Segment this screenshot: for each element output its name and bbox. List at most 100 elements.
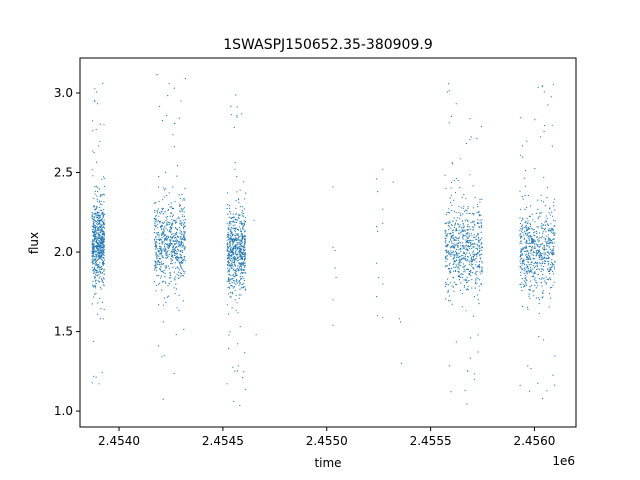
data-point xyxy=(474,236,476,239)
data-point xyxy=(158,247,160,249)
data-point xyxy=(530,234,532,236)
data-point xyxy=(162,304,165,306)
data-point xyxy=(549,238,551,240)
data-point xyxy=(546,251,548,253)
data-point xyxy=(95,231,97,233)
data-point xyxy=(162,233,164,235)
data-point xyxy=(520,154,522,156)
data-point xyxy=(243,247,245,249)
data-point xyxy=(479,219,481,222)
data-point xyxy=(95,249,97,251)
data-point xyxy=(543,228,546,230)
data-point xyxy=(525,248,527,250)
data-point xyxy=(155,243,157,245)
data-point xyxy=(542,274,544,276)
data-point xyxy=(95,271,97,273)
data-point xyxy=(453,255,455,257)
data-point xyxy=(92,228,94,231)
data-point xyxy=(153,228,156,230)
data-point xyxy=(102,234,104,236)
data-point xyxy=(229,221,231,223)
data-point xyxy=(175,276,177,278)
data-point xyxy=(458,241,460,243)
data-point xyxy=(170,256,172,258)
data-point xyxy=(94,246,96,248)
data-point xyxy=(171,227,173,229)
data-point xyxy=(230,231,233,233)
data-point xyxy=(238,247,240,249)
data-point xyxy=(168,243,170,245)
data-point xyxy=(535,268,538,271)
data-point xyxy=(161,207,163,209)
data-point xyxy=(522,232,524,234)
data-point xyxy=(446,222,448,224)
data-point xyxy=(524,177,526,179)
data-point xyxy=(93,251,95,253)
data-point xyxy=(179,204,181,206)
data-point xyxy=(450,236,452,238)
data-point xyxy=(471,244,473,246)
data-point xyxy=(102,277,105,279)
data-point xyxy=(480,221,482,223)
data-point xyxy=(553,198,556,200)
data-point xyxy=(543,91,545,93)
data-point xyxy=(94,276,96,278)
data-point xyxy=(532,290,534,292)
data-point xyxy=(553,281,555,283)
data-point xyxy=(92,120,94,122)
data-point xyxy=(454,266,456,268)
data-point xyxy=(91,217,93,219)
data-point xyxy=(241,257,243,260)
data-point xyxy=(447,278,449,280)
data-point xyxy=(244,256,246,258)
data-point xyxy=(93,242,95,244)
data-point xyxy=(444,285,446,288)
data-point xyxy=(242,286,244,288)
data-point xyxy=(102,216,104,219)
data-point xyxy=(172,251,174,253)
data-point xyxy=(226,239,228,241)
data-point xyxy=(472,253,474,255)
data-point xyxy=(472,185,474,187)
data-point xyxy=(237,239,239,241)
data-point xyxy=(468,226,470,228)
data-point xyxy=(453,290,455,292)
data-point xyxy=(229,273,231,275)
data-point xyxy=(245,192,247,194)
data-point xyxy=(93,99,95,101)
data-point xyxy=(99,206,101,209)
data-point xyxy=(165,257,167,259)
data-point xyxy=(161,271,163,273)
data-point xyxy=(164,248,167,250)
data-point xyxy=(458,268,460,270)
data-point xyxy=(169,222,171,224)
data-point xyxy=(522,260,525,262)
data-point xyxy=(179,205,181,207)
data-point xyxy=(524,274,527,276)
data-point xyxy=(468,246,471,248)
data-point xyxy=(230,250,232,252)
data-point xyxy=(454,270,456,273)
data-point xyxy=(154,245,156,248)
data-point xyxy=(537,243,539,245)
data-point xyxy=(227,235,229,237)
data-point xyxy=(533,290,535,292)
data-point xyxy=(549,277,551,279)
data-point xyxy=(155,214,157,216)
data-point xyxy=(242,246,244,249)
data-point xyxy=(532,240,534,242)
data-point xyxy=(453,260,455,262)
data-point xyxy=(227,286,229,288)
data-point xyxy=(552,249,554,251)
data-point xyxy=(97,232,99,234)
data-point xyxy=(546,235,548,237)
data-point xyxy=(155,236,157,238)
data-point xyxy=(93,243,95,246)
data-point xyxy=(171,224,173,226)
data-point xyxy=(445,255,447,257)
data-point xyxy=(165,216,167,218)
data-point xyxy=(463,227,465,229)
data-point xyxy=(476,211,478,214)
data-point xyxy=(244,257,246,260)
data-point xyxy=(102,282,104,284)
